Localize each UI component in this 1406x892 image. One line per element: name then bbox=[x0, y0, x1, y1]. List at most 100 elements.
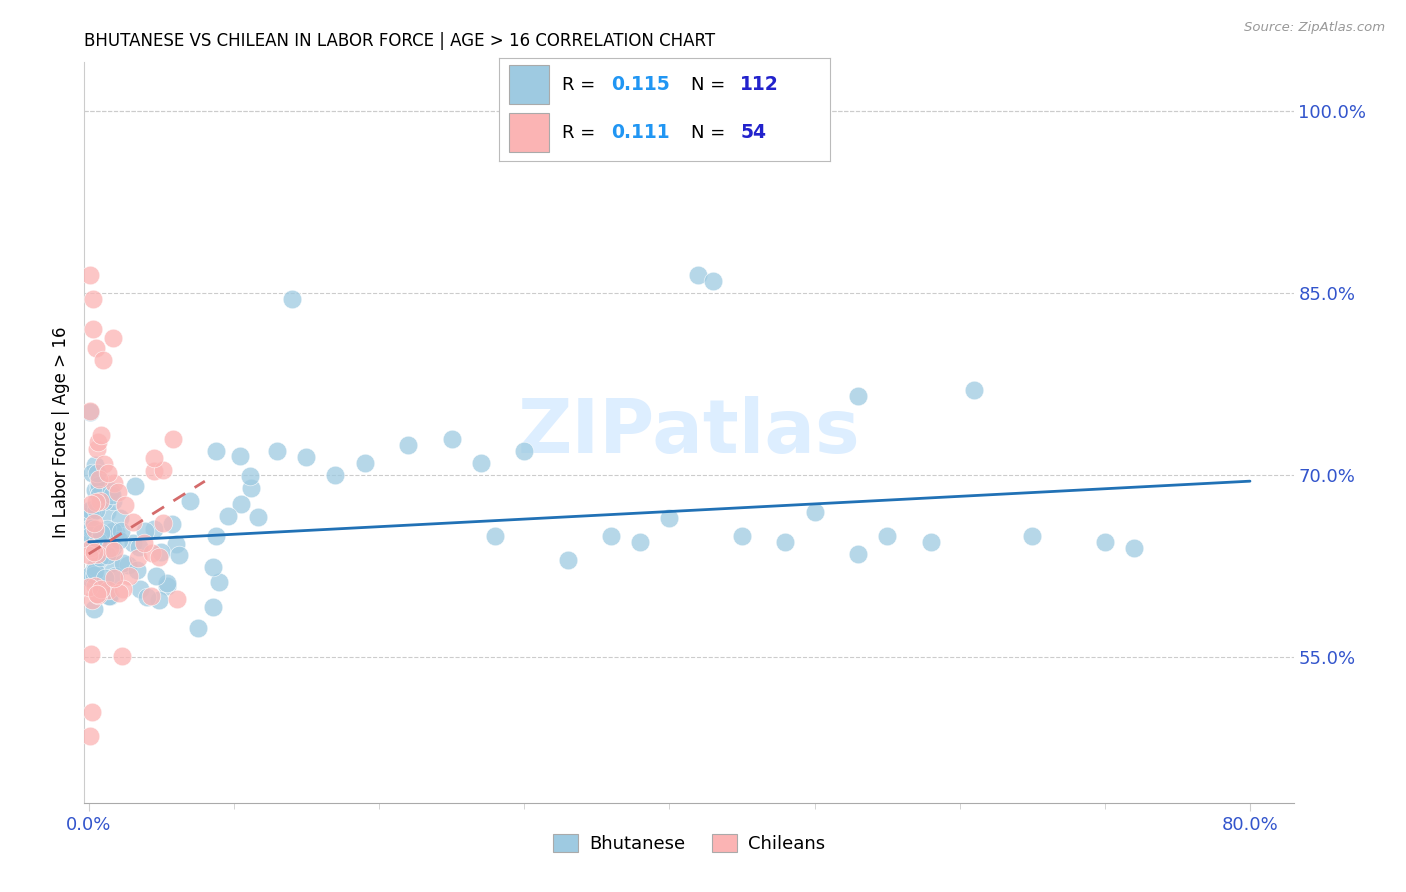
Point bbox=[1094, 534, 1116, 549]
Point bbox=[775, 534, 797, 549]
Point bbox=[266, 443, 288, 458]
Point bbox=[87, 533, 110, 548]
Point bbox=[86, 548, 108, 562]
Point bbox=[702, 274, 724, 288]
Point bbox=[470, 456, 492, 470]
Point bbox=[148, 549, 170, 564]
Point bbox=[86, 588, 108, 602]
Text: 0.111: 0.111 bbox=[612, 123, 671, 143]
Point bbox=[165, 537, 187, 551]
Text: R =: R = bbox=[562, 124, 600, 142]
Point bbox=[84, 560, 107, 574]
Text: 0.115: 0.115 bbox=[612, 75, 671, 95]
Point bbox=[846, 389, 869, 403]
Point bbox=[82, 292, 104, 306]
Point bbox=[103, 571, 125, 585]
Point bbox=[141, 589, 163, 603]
Point bbox=[101, 331, 124, 345]
Point bbox=[104, 568, 127, 582]
Point bbox=[86, 547, 108, 561]
Point bbox=[89, 472, 111, 486]
Point bbox=[110, 524, 132, 538]
Point bbox=[83, 516, 105, 530]
Point bbox=[79, 535, 101, 549]
Point bbox=[557, 553, 579, 567]
Point bbox=[145, 569, 167, 583]
Point bbox=[84, 341, 107, 355]
Point bbox=[83, 568, 105, 582]
Point bbox=[77, 580, 100, 594]
Point bbox=[920, 534, 942, 549]
Point bbox=[239, 481, 262, 495]
Point bbox=[155, 575, 177, 590]
Point bbox=[91, 543, 114, 558]
Point bbox=[117, 558, 139, 573]
Point bbox=[79, 729, 101, 743]
Y-axis label: In Labor Force | Age > 16: In Labor Force | Age > 16 bbox=[52, 326, 70, 539]
Point bbox=[110, 510, 132, 524]
Point bbox=[86, 587, 108, 601]
Point bbox=[281, 292, 304, 306]
Point bbox=[111, 648, 134, 663]
Point bbox=[77, 548, 100, 562]
Point bbox=[229, 497, 252, 511]
Point bbox=[97, 582, 120, 597]
Point bbox=[846, 547, 869, 561]
Point bbox=[101, 494, 124, 508]
Point bbox=[876, 529, 898, 543]
Bar bbox=[509, 65, 548, 104]
Point bbox=[160, 516, 183, 531]
Text: Source: ZipAtlas.com: Source: ZipAtlas.com bbox=[1244, 21, 1385, 34]
Point bbox=[628, 534, 651, 549]
Point bbox=[80, 521, 103, 535]
Point bbox=[83, 483, 105, 497]
Point bbox=[103, 475, 125, 490]
Point bbox=[90, 427, 112, 442]
Point bbox=[89, 552, 111, 566]
Point bbox=[98, 589, 121, 603]
Point bbox=[1122, 541, 1144, 555]
Point bbox=[128, 540, 150, 554]
Text: N =: N = bbox=[690, 76, 731, 94]
Point bbox=[128, 551, 150, 566]
Text: N =: N = bbox=[690, 124, 731, 142]
Point bbox=[87, 478, 110, 492]
Point bbox=[89, 494, 111, 508]
Point bbox=[80, 534, 103, 549]
Point bbox=[90, 582, 112, 596]
Point bbox=[205, 444, 228, 458]
Point bbox=[98, 589, 121, 603]
Point bbox=[600, 529, 623, 543]
Point bbox=[86, 434, 108, 449]
Point bbox=[152, 463, 174, 477]
Point bbox=[93, 458, 115, 472]
Point bbox=[91, 491, 114, 505]
Point bbox=[98, 541, 121, 556]
Text: 112: 112 bbox=[741, 75, 779, 95]
Point bbox=[84, 564, 107, 578]
Point bbox=[166, 592, 188, 607]
Point bbox=[79, 503, 101, 517]
Point bbox=[84, 495, 107, 509]
Point bbox=[83, 458, 105, 472]
Point bbox=[127, 563, 149, 577]
Point bbox=[513, 443, 536, 458]
Point bbox=[152, 516, 174, 530]
Text: R =: R = bbox=[562, 76, 600, 94]
Point bbox=[167, 548, 190, 562]
Point bbox=[295, 450, 318, 464]
Point bbox=[89, 550, 111, 565]
Point bbox=[80, 502, 103, 516]
Point bbox=[93, 493, 115, 508]
Point bbox=[239, 469, 262, 483]
Point bbox=[111, 556, 134, 570]
Point bbox=[325, 468, 347, 483]
Point bbox=[80, 705, 103, 719]
Point bbox=[688, 268, 710, 282]
Point bbox=[134, 524, 156, 538]
Point bbox=[128, 582, 150, 597]
Point bbox=[150, 545, 173, 559]
Point bbox=[156, 579, 179, 593]
Point bbox=[80, 647, 103, 661]
Point bbox=[202, 600, 225, 615]
